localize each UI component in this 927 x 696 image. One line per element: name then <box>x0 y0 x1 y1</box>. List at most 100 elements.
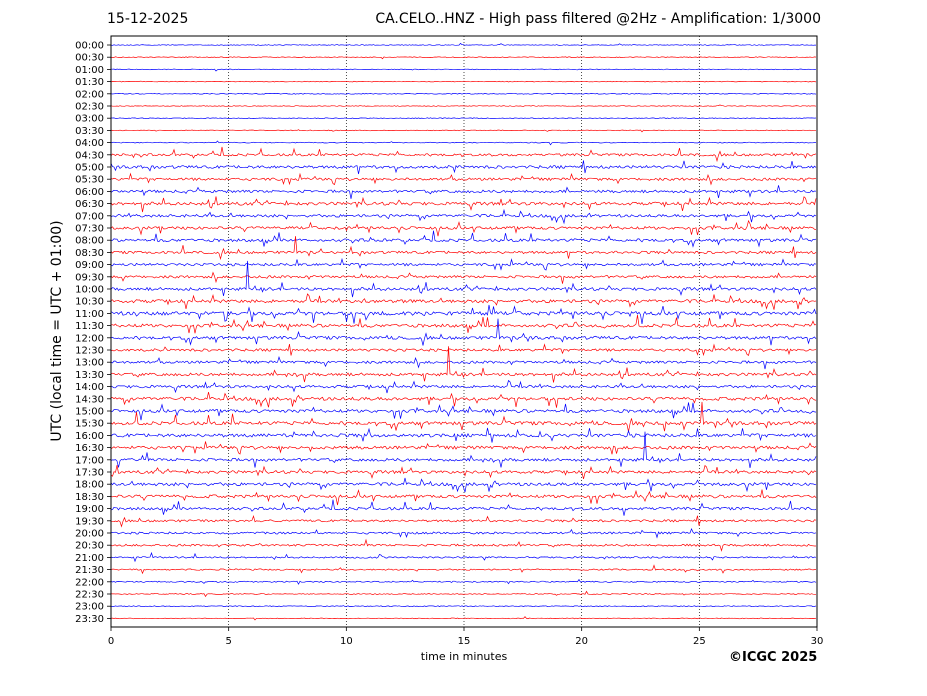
trace-03:30 <box>110 129 816 133</box>
trace-15:00 <box>110 402 817 421</box>
trace-06:30 <box>110 196 817 213</box>
y-tick-label: 22:00 <box>75 577 104 588</box>
y-tick-label: 11:30 <box>75 321 104 332</box>
trace-21:00 <box>110 551 817 563</box>
y-tick-label: 02:00 <box>75 89 104 100</box>
y-tick-label: 17:30 <box>75 468 104 479</box>
y-tick-label: 12:30 <box>75 346 104 357</box>
trace-01:00 <box>110 68 817 72</box>
trace-06:00 <box>110 185 817 199</box>
trace-19:00 <box>110 499 817 516</box>
trace-05:00 <box>110 160 817 175</box>
x-tick-label: 25 <box>693 636 706 647</box>
x-tick-label: 30 <box>811 636 824 647</box>
y-tick-label: 17:00 <box>75 455 104 466</box>
y-tick-label: 12:00 <box>75 333 104 344</box>
y-tick-label: 05:00 <box>75 163 104 174</box>
trace-11:30 <box>110 315 817 334</box>
y-tick-label: 03:30 <box>75 126 104 137</box>
x-tick-label: 10 <box>340 636 353 647</box>
y-tick-label: 06:00 <box>75 187 104 198</box>
y-tick-label: 02:30 <box>75 102 104 113</box>
trace-21:30 <box>110 564 817 575</box>
trace-18:30 <box>110 489 817 506</box>
trace-17:00 <box>110 431 817 468</box>
copyright-label: ©ICGC 2025 <box>729 650 818 665</box>
trace-22:00 <box>110 578 817 585</box>
trace-00:30 <box>110 56 817 60</box>
trace-07:00 <box>110 208 817 225</box>
trace-22:30 <box>110 590 816 598</box>
date-label: 15-12-2025 <box>107 11 189 27</box>
x-tick-label: 15 <box>458 636 471 647</box>
y-tick-label: 03:00 <box>75 114 104 125</box>
y-tick-label: 09:30 <box>75 272 104 283</box>
y-tick-label: 00:30 <box>75 53 104 64</box>
trace-20:00 <box>110 527 817 539</box>
trace-14:30 <box>110 392 817 408</box>
y-tick-label: 00:00 <box>75 41 104 52</box>
trace-10:00 <box>110 260 817 298</box>
y-tick-label: 07:00 <box>75 211 104 222</box>
y-tick-label: 10:30 <box>75 297 104 308</box>
trace-05:30 <box>110 172 817 186</box>
y-tick-label: 19:00 <box>75 504 104 515</box>
y-tick-label: 10:00 <box>75 285 104 296</box>
trace-08:00 <box>110 230 817 248</box>
y-tick-label: 01:00 <box>75 65 104 76</box>
trace-10:30 <box>110 293 817 310</box>
trace-03:00 <box>110 117 817 119</box>
x-tick-label: 5 <box>225 636 231 647</box>
y-tick-label: 05:30 <box>75 175 104 186</box>
y-tick-label: 01:30 <box>75 77 104 88</box>
trace-12:30 <box>110 343 817 357</box>
y-tick-label: 19:30 <box>75 516 104 527</box>
y-tick-label: 20:00 <box>75 529 104 540</box>
trace-14:00 <box>110 379 817 394</box>
y-tick-label: 08:00 <box>75 236 104 247</box>
trace-04:30 <box>110 146 817 163</box>
trace-08:30 <box>110 236 817 261</box>
y-tick-label: 22:30 <box>75 590 104 601</box>
y-tick-label: 06:30 <box>75 199 104 210</box>
trace-16:30 <box>110 441 817 455</box>
trace-13:00 <box>110 355 817 370</box>
y-tick-label: 20:30 <box>75 541 104 552</box>
y-tick-label: 23:00 <box>75 602 104 613</box>
trace-09:30 <box>110 271 817 284</box>
trace-00:00 <box>110 42 816 46</box>
trace-04:00 <box>110 140 817 146</box>
y-tick-label: 04:30 <box>75 150 104 161</box>
trace-20:30 <box>110 538 816 552</box>
trace-23:30 <box>110 616 817 621</box>
y-tick-label: 07:30 <box>75 224 104 235</box>
y-axis-label: UTC (local time = UTC + 01:00) <box>49 220 65 442</box>
trace-19:30 <box>110 514 817 528</box>
y-tick-label: 13:00 <box>75 358 104 369</box>
trace-01:30 <box>110 80 817 83</box>
trace-23:00 <box>110 605 817 607</box>
trace-18:00 <box>110 477 817 493</box>
x-tick-label: 0 <box>108 636 114 647</box>
y-tick-label: 23:30 <box>75 614 104 625</box>
y-tick-label: 15:30 <box>75 419 104 430</box>
trace-09:00 <box>110 257 817 271</box>
plot-frame <box>110 35 818 628</box>
trace-02:00 <box>110 93 817 95</box>
x-axis-label: time in minutes <box>420 650 508 663</box>
y-tick-label: 08:30 <box>75 248 104 259</box>
trace-07:30 <box>110 219 817 237</box>
y-tick-label: 11:00 <box>75 309 104 320</box>
y-tick-label: 14:00 <box>75 382 104 393</box>
chart-title: CA.CELO..HNZ - High pass filtered @2Hz -… <box>375 11 821 27</box>
y-tick-label: 18:30 <box>75 492 104 503</box>
y-tick-label: 21:30 <box>75 565 104 576</box>
y-tick-label: 13:30 <box>75 370 104 381</box>
trace-13:30 <box>110 346 817 383</box>
trace-15:30 <box>110 401 817 432</box>
trace-02:30 <box>110 104 817 107</box>
y-tick-label: 18:00 <box>75 480 104 491</box>
y-tick-label: 21:00 <box>75 553 104 564</box>
y-tick-label: 15:00 <box>75 407 104 418</box>
